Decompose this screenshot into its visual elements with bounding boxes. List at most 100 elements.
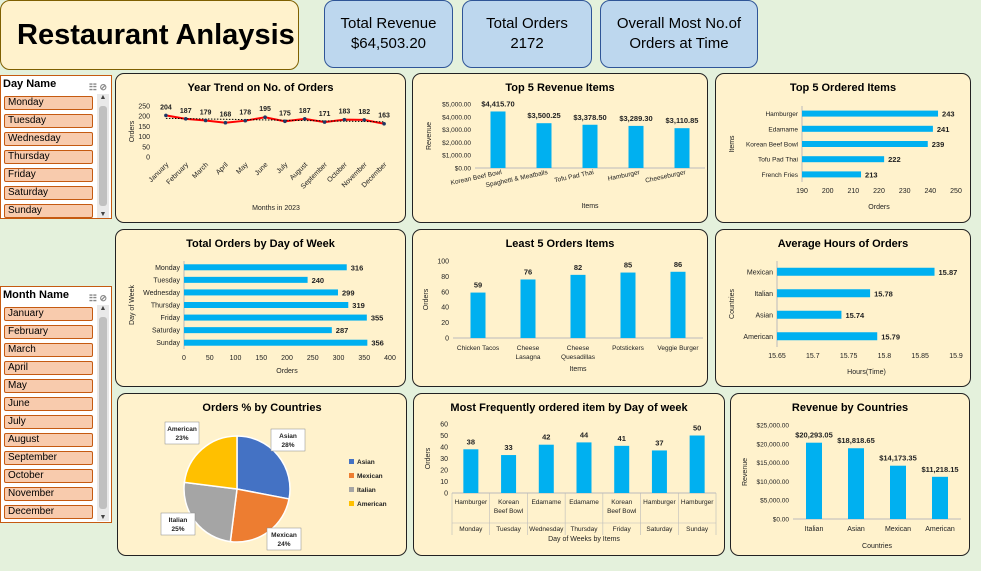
day-slicer-scrollbar[interactable]: ▲ ▼: [97, 94, 109, 218]
day-slicer-title: Day Name: [3, 78, 57, 90]
data-label: 15.87: [939, 268, 958, 277]
data-label: 44: [580, 430, 589, 439]
day-slicer-item-sunday[interactable]: Sunday: [4, 204, 93, 218]
day-slicer-item-friday[interactable]: Friday: [4, 168, 93, 182]
x-tick-label: Hamburger: [681, 499, 714, 506]
data-label: 15.78: [874, 289, 893, 298]
x-tick-label: Chicken Tacos: [457, 345, 500, 352]
bar: [184, 327, 332, 334]
x-tick-label: 220: [873, 188, 885, 195]
data-label: 25%: [171, 526, 184, 533]
x-tick-label: 50: [206, 355, 214, 362]
clear-filter-icon[interactable]: ⊘: [99, 293, 107, 303]
x-tick-label: 15.7: [806, 353, 820, 360]
data-label-box: [164, 421, 200, 445]
scroll-up-icon[interactable]: ▲: [99, 94, 107, 101]
x-tick-label: 15.65: [768, 353, 786, 360]
month-slicer-item-july[interactable]: July: [4, 415, 93, 429]
month-slicer-item-february[interactable]: February: [4, 325, 93, 339]
data-label: 179: [200, 109, 212, 116]
day-slicer-item-wednesday[interactable]: Wednesday: [4, 132, 93, 146]
x-tick-label: 350: [358, 355, 370, 362]
data-point: [223, 120, 228, 125]
data-label: 356: [371, 339, 384, 348]
day-slicer-item-monday[interactable]: Monday: [4, 96, 93, 110]
x-tick-label: Hamburger: [643, 499, 676, 506]
data-point: [164, 113, 168, 118]
bar: [470, 292, 486, 338]
x-tick-label: Cheese: [567, 345, 590, 352]
day-slicer-item-thursday[interactable]: Thursday: [4, 150, 93, 164]
legend-swatch: [349, 459, 354, 464]
bar: [802, 171, 862, 178]
y-axis-title: Revenue: [742, 458, 749, 486]
x-axis-title: Orders: [868, 204, 890, 211]
month-slicer-item-october[interactable]: October: [4, 469, 93, 483]
day-slicer-item-tuesday[interactable]: Tuesday: [4, 114, 93, 128]
month-slicer-item-august[interactable]: August: [4, 433, 93, 447]
y-tick-label: Tofu Pad Thai: [758, 157, 798, 164]
bar: [184, 264, 347, 271]
data-point: [362, 118, 367, 122]
x-tick-label: Beef Bowl: [607, 508, 637, 515]
y-tick-label: $2,000.00: [442, 140, 471, 147]
y-tick-label: French Fries: [762, 172, 799, 179]
chart-title: Least 5 Orders Items: [505, 238, 615, 250]
y-tick-label: 40: [441, 305, 449, 312]
multi-select-icon[interactable]: ☷: [88, 293, 97, 303]
month-slicer-item-november[interactable]: November: [4, 487, 93, 501]
x-tick-label: Tuesday: [496, 526, 521, 533]
data-label: 213: [865, 170, 878, 179]
legend-label: American: [357, 501, 387, 508]
data-label: 178: [239, 110, 251, 117]
y-tick-label: Korean Beef Bowl: [746, 142, 799, 149]
month-slicer-scrollbar[interactable]: ▲ ▼: [97, 305, 109, 521]
x-tick-label: Cheese: [517, 345, 540, 352]
x-tick-label: Hamburger: [607, 169, 641, 183]
y-axis-title: Orders: [423, 288, 430, 310]
data-label: 76: [524, 267, 532, 276]
y-tick-label: $0.00: [455, 166, 472, 173]
bar: [570, 274, 586, 338]
day-slicer-item-saturday[interactable]: Saturday: [4, 186, 93, 200]
bar: [184, 289, 338, 296]
data-label: 241: [937, 125, 950, 134]
month-slicer-item-june[interactable]: June: [4, 397, 93, 411]
bar: [184, 302, 349, 308]
month-slicer-item-september[interactable]: September: [4, 451, 93, 465]
month-slicer-item-april[interactable]: April: [4, 361, 93, 375]
data-label: $3,500.25: [527, 111, 560, 120]
x-tick-label: Cheeseburger: [645, 169, 688, 185]
month-slicer-item-may[interactable]: May: [4, 379, 93, 393]
data-label: 85: [624, 261, 632, 270]
data-label: 42: [542, 433, 550, 442]
y-axis-title: Orders: [425, 447, 432, 469]
clear-filter-icon[interactable]: ⊘: [99, 82, 107, 92]
avg-hours-chart: 15.65 15.7 15.75 15.8 15.85 15.9 15.87 Mexican 1…: [729, 261, 963, 376]
y-tick-label: 20: [441, 320, 449, 327]
y-tick-label: 100: [437, 259, 449, 266]
top5-revenue-panel: Top 5 Revenue Items $0.00 $1,000.00 $2,000…: [412, 73, 708, 223]
revenue-countries-panel: Revenue by Countries $0.00 $5,000.00 $10,0…: [730, 393, 970, 556]
top5-ordered-panel: Top 5 Ordered Items 190 200 210 220 230 240 25…: [715, 73, 971, 223]
scroll-down-icon[interactable]: ▼: [99, 211, 107, 218]
x-tick-label: Friday: [613, 526, 632, 533]
x-tick-label: Beef Bowl: [494, 508, 524, 515]
x-tick-label: 190: [796, 188, 808, 195]
y-tick-label: $3,000.00: [442, 127, 471, 134]
month-slicer-item-january[interactable]: January: [4, 307, 93, 321]
scroll-up-icon[interactable]: ▲: [99, 305, 107, 312]
data-label: Mexican: [271, 532, 297, 539]
least5-chart: 0 20 40 60 80 100 59 Chicken Tacos 76 Cheese Lasag…: [423, 259, 703, 373]
revenue-countries-chart: $0.00 $5,000.00 $10,000.00 $15,000.00 $20,00…: [742, 423, 961, 550]
month-slicer-item-december[interactable]: December: [4, 505, 93, 519]
x-tick-label: Korean: [611, 499, 632, 506]
bar: [614, 445, 630, 493]
scroll-down-icon[interactable]: ▼: [99, 514, 107, 521]
x-tick-label: Asian: [847, 526, 865, 533]
data-label: $3,289.30: [619, 114, 652, 123]
multi-select-icon[interactable]: ☷: [88, 82, 97, 92]
chart-title: Top 5 Ordered Items: [789, 82, 897, 94]
legend-label: Italian: [357, 487, 376, 494]
month-slicer-item-march[interactable]: March: [4, 343, 93, 357]
